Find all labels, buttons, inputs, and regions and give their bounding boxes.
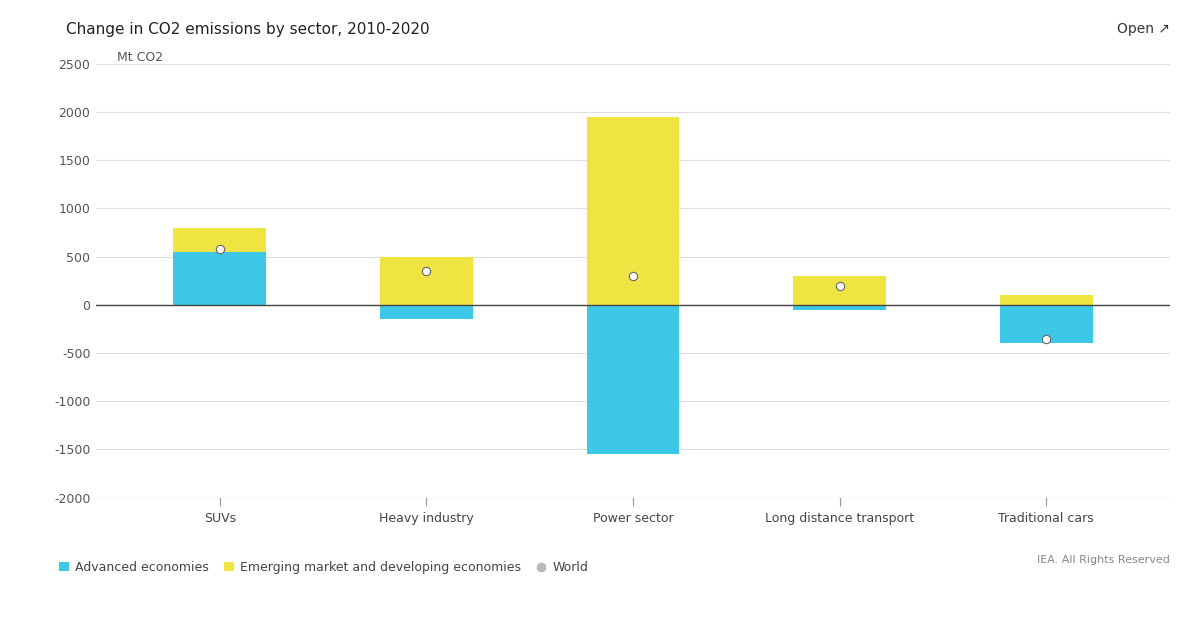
Text: IEA. All Rights Reserved: IEA. All Rights Reserved: [1037, 554, 1170, 565]
Bar: [380, 256, 473, 305]
Bar: [174, 228, 266, 252]
Bar: [1000, 295, 1092, 305]
Bar: [380, 305, 473, 319]
Text: Change in CO2 emissions by sector, 2010-2020: Change in CO2 emissions by sector, 2010-…: [66, 22, 430, 38]
Bar: [587, 305, 679, 454]
Bar: [1000, 305, 1092, 343]
Text: Open ↗: Open ↗: [1117, 22, 1170, 36]
Bar: [587, 117, 679, 305]
Bar: [793, 305, 886, 309]
Text: Mt CO2: Mt CO2: [116, 51, 163, 64]
Legend: Advanced economies, Emerging market and developing economies, World: Advanced economies, Emerging market and …: [54, 556, 593, 579]
Bar: [793, 276, 886, 305]
Bar: [174, 252, 266, 305]
